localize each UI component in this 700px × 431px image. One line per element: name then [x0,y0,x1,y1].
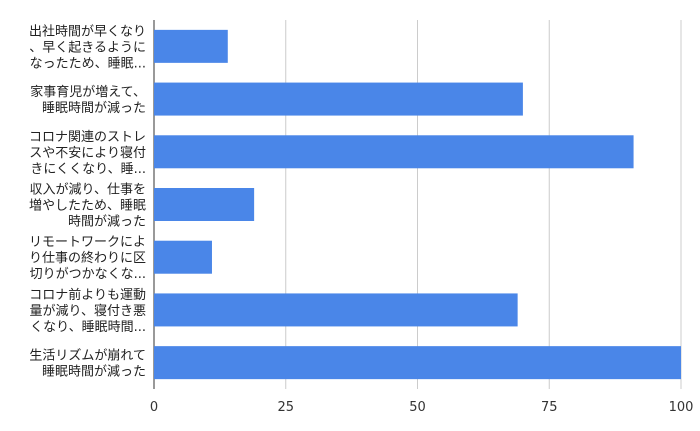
category-label-line: 睡眠時間が減った [42,100,146,116]
category-label: 家事育児が増えて、睡眠時間が減った [30,84,146,116]
category-label-line: リモートワークによ [29,235,146,250]
category-label-line: コロナ関連のストレ [29,130,146,145]
bar [154,240,212,274]
category-label-line: り仕事の終わりに区 [29,250,146,266]
bar [154,346,681,380]
category-label-line: 生活リズムが崩れて [29,348,146,364]
bar [154,29,228,63]
category-label: リモートワークにより仕事の終わりに区切りがつかなくな... [29,235,146,282]
bars [154,29,681,380]
category-labels: 出社時間が早くなり、早く起きるようになったため、睡眠...家事育児が増えて、睡眠… [29,23,146,379]
category-label-line: 家事育児が増えて、 [30,84,146,100]
x-tick-label: 100 [669,400,694,415]
category-label-line: 時間が減った [68,214,146,230]
bar [154,82,523,116]
x-tick-labels: 0 25 50 75 100 [150,400,694,415]
bar [154,188,255,221]
x-tick-label: 0 [150,400,158,415]
category-label-line: 出社時間が早くなり [29,23,146,39]
category-label-line: 、早く起きるように [29,40,146,55]
category-label-line: くなり、睡眠時間... [30,320,146,335]
category-label: 生活リズムが崩れて睡眠時間が減った [29,348,146,380]
category-label-line: 睡眠時間が減った [42,364,146,380]
category-label-line: なったため、睡眠... [30,56,146,71]
category-label-line: 収入が減り、仕事を [30,182,146,198]
category-label: 出社時間が早くなり、早く起きるようになったため、睡眠... [29,23,146,71]
category-label-line: 切りがつかなくな... [30,267,146,282]
category-label-line: 量が減り、寝付き悪 [30,303,146,319]
x-tick-label: 25 [277,400,294,415]
category-label: コロナ関連のストレスや不安により寝付きにくくなり、睡... [29,130,146,177]
category-label: 収入が減り、仕事を増やしたため、睡眠時間が減った [29,182,146,230]
category-label-line: スや不安により寝付 [29,145,146,161]
category-label: コロナ前よりも運動量が減り、寝付き悪くなり、睡眠時間... [29,287,146,335]
bar [154,293,518,327]
category-label-line: コロナ前よりも運動 [29,287,146,303]
bar [154,135,634,169]
x-tick-label: 75 [541,400,558,415]
x-tick-label: 50 [409,400,426,415]
category-label-line: きにくくなり、睡... [30,162,146,177]
category-label-line: 増やしたため、睡眠 [29,199,146,214]
